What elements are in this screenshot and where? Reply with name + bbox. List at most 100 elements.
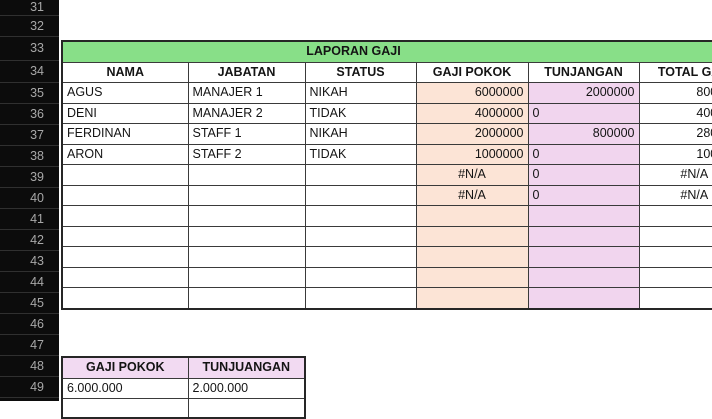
- table-cell[interactable]: 6000000: [415, 82, 529, 104]
- table-cell[interactable]: 0: [527, 164, 640, 186]
- row-header-36[interactable]: 36: [0, 104, 59, 125]
- table-cell[interactable]: [415, 225, 529, 247]
- row-header-35[interactable]: 35: [0, 83, 59, 104]
- row-header-46[interactable]: 46: [0, 314, 59, 335]
- row-header-43[interactable]: 43: [0, 251, 59, 272]
- table-cell[interactable]: [304, 184, 417, 206]
- row-header-48[interactable]: 48: [0, 356, 59, 377]
- table-cell[interactable]: 2800000: [638, 123, 712, 145]
- table-cell[interactable]: 4000000: [638, 102, 712, 124]
- table-cell[interactable]: [638, 205, 712, 227]
- row-header-45[interactable]: 45: [0, 293, 59, 314]
- row-header-33[interactable]: 33: [0, 37, 59, 61]
- lookup-cell-empty[interactable]: [187, 398, 306, 419]
- table-cell[interactable]: [415, 287, 529, 309]
- table-cell[interactable]: [187, 184, 306, 206]
- row-header-49[interactable]: 49: [0, 377, 59, 398]
- table-cell[interactable]: FERDINAN: [61, 123, 189, 145]
- table-cell[interactable]: MANAJER 1: [187, 82, 306, 104]
- lookup-cell-empty[interactable]: [61, 398, 189, 419]
- row-header-39[interactable]: 39: [0, 167, 59, 188]
- table-cell[interactable]: [61, 205, 189, 227]
- row-header-31[interactable]: 31: [0, 0, 59, 16]
- table-cell[interactable]: 0: [527, 102, 640, 124]
- lookup-header-tunjuangan[interactable]: TUNJUANGAN: [187, 356, 306, 379]
- row-header-37[interactable]: 37: [0, 125, 59, 146]
- row-header-38[interactable]: 38: [0, 146, 59, 167]
- lookup-cell-tunjuangan[interactable]: 2.000.000: [187, 377, 306, 399]
- table-cell[interactable]: STAFF 2: [187, 143, 306, 165]
- table-cell[interactable]: TIDAK: [304, 143, 417, 165]
- row-header-41[interactable]: 41: [0, 209, 59, 230]
- table-cell[interactable]: TIDAK: [304, 102, 417, 124]
- table-cell[interactable]: MANAJER 2: [187, 102, 306, 124]
- table-cell[interactable]: 2000000: [415, 123, 529, 145]
- table-cell[interactable]: 800000: [527, 123, 640, 145]
- column-header-jabatan[interactable]: JABATAN: [187, 61, 306, 83]
- table-row: [61, 225, 712, 247]
- table-cell[interactable]: 2000000: [527, 82, 640, 104]
- table-cell[interactable]: [638, 266, 712, 288]
- table-cell[interactable]: 0: [527, 143, 640, 165]
- table-cell[interactable]: NIKAH: [304, 82, 417, 104]
- column-header-gaji-pokok[interactable]: GAJI POKOK: [415, 61, 529, 83]
- table-cell[interactable]: [527, 225, 640, 247]
- table-cell[interactable]: [187, 225, 306, 247]
- table-cell[interactable]: [61, 266, 189, 288]
- table-cell[interactable]: [61, 164, 189, 186]
- row-header-47[interactable]: 47: [0, 335, 59, 356]
- table-cell[interactable]: #N/A: [415, 184, 529, 206]
- row-header-40[interactable]: 40: [0, 188, 59, 209]
- table-cell[interactable]: #N/A: [638, 164, 712, 186]
- table-cell[interactable]: 1000000: [415, 143, 529, 165]
- table-cell[interactable]: 4000000: [415, 102, 529, 124]
- table-cell[interactable]: [304, 225, 417, 247]
- table-cell[interactable]: [187, 287, 306, 309]
- table-cell[interactable]: DENI: [61, 102, 189, 124]
- table-cell[interactable]: [304, 266, 417, 288]
- table-cell[interactable]: [304, 287, 417, 309]
- table-title: LAPORAN GAJI: [306, 44, 401, 59]
- table-cell[interactable]: ARON: [61, 143, 189, 165]
- row-header-44[interactable]: 44: [0, 272, 59, 293]
- table-cell[interactable]: [304, 205, 417, 227]
- column-header-total-gaji[interactable]: TOTAL GAJI: [638, 61, 712, 83]
- row-header-42[interactable]: 42: [0, 230, 59, 251]
- table-cell[interactable]: [61, 225, 189, 247]
- table-cell[interactable]: [527, 246, 640, 268]
- table-cell[interactable]: 1000000: [638, 143, 712, 165]
- table-cell[interactable]: [415, 246, 529, 268]
- table-cell[interactable]: #N/A: [415, 164, 529, 186]
- table-cell[interactable]: [527, 266, 640, 288]
- table-cell[interactable]: [187, 246, 306, 268]
- table-cell[interactable]: [527, 287, 640, 309]
- table-cell[interactable]: NIKAH: [304, 123, 417, 145]
- lookup-header-gaji-pokok[interactable]: GAJI POKOK: [61, 356, 189, 379]
- table-cell[interactable]: [61, 246, 189, 268]
- table-cell[interactable]: [187, 164, 306, 186]
- column-header-tunjangan[interactable]: TUNJANGAN: [527, 61, 640, 83]
- table-cell[interactable]: [415, 266, 529, 288]
- table-cell[interactable]: [304, 164, 417, 186]
- lookup-cell-gaji-pokok[interactable]: 6.000.000: [61, 377, 189, 399]
- table-cell[interactable]: [304, 246, 417, 268]
- table-cell[interactable]: AGUS: [61, 82, 189, 104]
- table-cell[interactable]: [527, 205, 640, 227]
- table-cell[interactable]: [638, 225, 712, 247]
- table-cell[interactable]: [415, 205, 529, 227]
- table-cell[interactable]: [61, 287, 189, 309]
- column-header-nama[interactable]: NAMA: [61, 61, 189, 83]
- row-header-32[interactable]: 32: [0, 16, 59, 37]
- row-header-34[interactable]: 34: [0, 61, 59, 83]
- table-cell[interactable]: [187, 266, 306, 288]
- table-cell[interactable]: 0: [527, 184, 640, 206]
- table-cell[interactable]: 8000000: [638, 82, 712, 104]
- title-row[interactable]: LAPORAN GAJI: [61, 40, 712, 63]
- table-cell[interactable]: #N/A: [638, 184, 712, 206]
- table-cell[interactable]: STAFF 1: [187, 123, 306, 145]
- table-cell[interactable]: [638, 246, 712, 268]
- table-cell[interactable]: [187, 205, 306, 227]
- table-cell[interactable]: [638, 287, 712, 309]
- table-cell[interactable]: [61, 184, 189, 206]
- column-header-status[interactable]: STATUS: [304, 61, 417, 83]
